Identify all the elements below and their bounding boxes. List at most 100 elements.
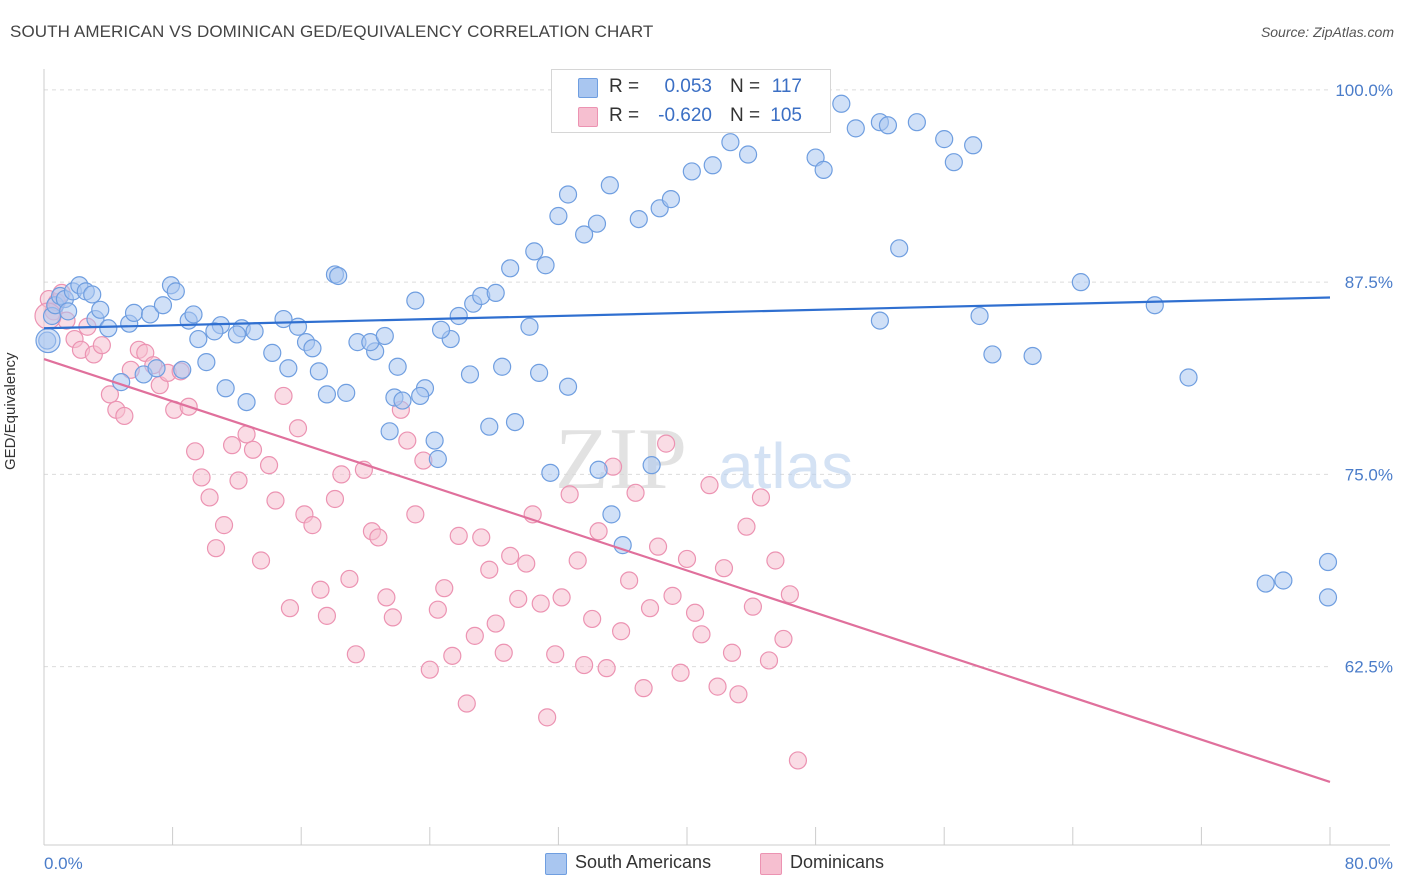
dominican-point [443, 646, 462, 665]
legend-label: South Americans [575, 852, 712, 872]
tick-labels: 62.5% 75.0% 87.5% 100.0% 0.0% 80.0% [44, 81, 1393, 873]
dominican-point [472, 528, 491, 547]
dominican-point [552, 588, 571, 607]
south-american-point [99, 319, 118, 338]
dominican-point [480, 560, 499, 579]
dominican-point [259, 456, 279, 475]
dominican-point [280, 599, 300, 618]
south-american-point [600, 176, 619, 195]
dominican-point [457, 694, 476, 713]
dominican-point [597, 659, 616, 678]
dominican-point [346, 645, 365, 664]
dominican-point [620, 571, 639, 590]
y-tick-label: 62.5% [1345, 658, 1393, 677]
y-tick-label: 75.0% [1345, 465, 1393, 484]
n-value: 117 [771, 76, 802, 97]
dominican-point [200, 488, 219, 507]
south-american-point [536, 256, 555, 275]
dominican-point [509, 589, 528, 609]
legend-swatch-pink [760, 853, 782, 875]
dominican-point [311, 580, 330, 599]
south-american-point [964, 136, 983, 155]
dominican-point [340, 569, 359, 589]
dominican-point [714, 559, 734, 578]
watermark-atlas: atlas [718, 430, 853, 502]
south-american-point [184, 305, 203, 324]
south-american-point [1179, 368, 1198, 387]
dominican-point [640, 599, 660, 618]
south-american-point [558, 377, 578, 396]
dominican-point [780, 585, 799, 604]
dominican-point [274, 386, 293, 406]
south-american-point [832, 94, 851, 113]
south-american-point [425, 431, 444, 450]
dominican-point [743, 597, 763, 616]
dominican-point [377, 588, 396, 607]
chart-title: SOUTH AMERICAN VS DOMINICAN GED/EQUIVALE… [10, 22, 654, 41]
south-american-point [480, 417, 499, 436]
south-american-point [380, 422, 399, 441]
south-american-point [983, 345, 1002, 364]
legend-label: Dominicans [790, 852, 885, 872]
south-american-point [493, 357, 512, 376]
dominican-point [92, 336, 111, 355]
dominican-point [568, 551, 587, 570]
dominican-point [648, 537, 668, 556]
south-american-point [589, 460, 608, 479]
dominican-point [517, 554, 536, 573]
south-american-point [173, 360, 192, 379]
south-american-point [530, 363, 549, 382]
south-american-point [721, 133, 740, 152]
dominican-point [663, 586, 682, 605]
south-american-point [263, 343, 282, 362]
dominican-point [186, 442, 205, 461]
dominican-point [435, 579, 454, 598]
dominican-point [700, 476, 719, 495]
south-american-point [1071, 273, 1090, 292]
dominican-point [398, 431, 417, 450]
south-american-point [197, 353, 216, 372]
y-tick-label: 100.0% [1335, 81, 1393, 100]
dominican-point [685, 603, 705, 622]
south-american-point [83, 285, 102, 304]
dominican-point [774, 629, 793, 649]
south-american-point [661, 190, 681, 209]
south-american-point [501, 259, 520, 278]
dominican-point [465, 626, 484, 645]
south-american-point [970, 306, 989, 326]
dominican-point [100, 385, 120, 404]
south-american-point [1023, 346, 1042, 366]
south-american-point [91, 300, 110, 319]
south-american-point [486, 283, 505, 303]
dominican-point [737, 517, 756, 536]
south-american-point [587, 214, 607, 233]
legend-swatch-blue [545, 853, 567, 875]
dominican-point [420, 660, 439, 679]
south-american-point [558, 185, 578, 204]
dominican-point [486, 614, 505, 633]
south-american-point [411, 386, 430, 406]
dominican-point [657, 434, 676, 453]
dominican-point [266, 491, 285, 510]
dominican-point [325, 489, 345, 509]
south-american-point [406, 291, 425, 310]
r-label: R = [609, 76, 640, 97]
dominican-point [428, 600, 447, 619]
south-american-point [237, 392, 256, 412]
south-american-point [337, 383, 356, 402]
dominican-point [583, 609, 602, 629]
south-american-point [393, 391, 412, 410]
south-american-point [629, 209, 648, 229]
dominican-point [729, 685, 748, 704]
dominican-point [766, 551, 785, 570]
dominicans-trend-line [43, 357, 1331, 783]
dominican-point [546, 645, 565, 664]
south-american-point [216, 379, 235, 398]
dominican-point [251, 551, 271, 570]
south-american-point [279, 359, 298, 378]
x-tick-label: 80.0% [1345, 854, 1393, 873]
y-tick-label: 87.5% [1345, 273, 1393, 292]
south-american-point [245, 322, 264, 341]
south-american-point [309, 362, 328, 381]
